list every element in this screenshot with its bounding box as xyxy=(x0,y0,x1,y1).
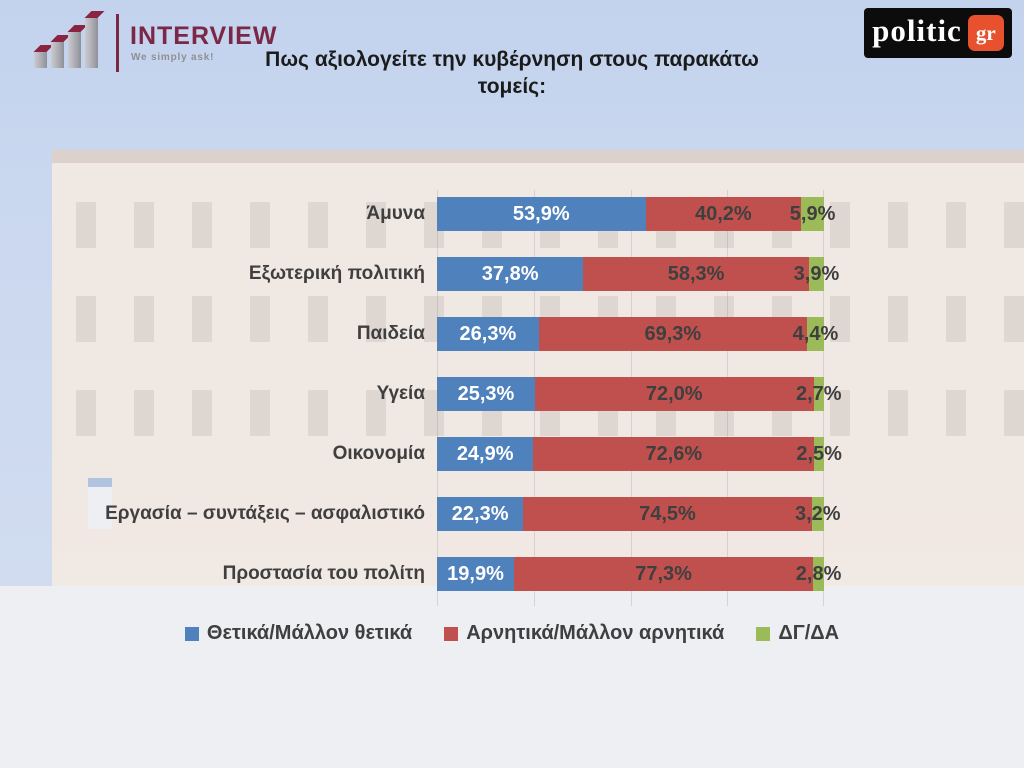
chart-row: Άμυνα 53,9% 40,2% 5,9% xyxy=(0,184,1024,244)
guard-box xyxy=(88,478,112,529)
bar-value-label: 2,7% xyxy=(795,382,842,405)
politic-logo-gr-badge: gr xyxy=(967,15,1004,51)
bar-segment-positive: 24,9% xyxy=(437,437,534,471)
bar-value-label: 72,6% xyxy=(645,442,703,465)
bar-value-label: 26,3% xyxy=(459,322,517,345)
legend-item-negative: Αρνητικά/Μάλλον αρνητικά xyxy=(444,622,724,645)
page-title: Πως αξιολογείτε την κυβέρνηση στους παρα… xyxy=(265,48,759,99)
chart-legend: Θετικά/Μάλλον θετικά Αρνητικά/Μάλλον αρν… xyxy=(0,622,1024,645)
bar-value-label: 74,5% xyxy=(639,502,696,525)
bar-segment-dk: 2,7% xyxy=(796,377,842,411)
bar-segment-negative: 40,2% xyxy=(645,197,802,231)
bar-track: 53,9% 40,2% 5,9% xyxy=(437,197,835,231)
bar-segment-positive: 53,9% xyxy=(437,197,646,231)
bar-segment-positive: 37,8% xyxy=(437,257,584,291)
bar-value-label: 5,9% xyxy=(789,202,836,225)
bar-segment-negative: 72,6% xyxy=(533,437,815,471)
legend-item-dk: ΔΓ/ΔΑ xyxy=(756,622,839,645)
politic-gr-logo: politic gr xyxy=(864,8,1012,58)
bar-value-label: 3,2% xyxy=(795,502,841,525)
legend-swatch-negative xyxy=(444,626,459,641)
bar-track: 19,9% 77,3% 2,8% xyxy=(437,557,841,591)
bar-segment-dk: 2,8% xyxy=(796,557,841,591)
chart-row: Εξωτερική πολιτική 37,8% 58,3% 3,9% xyxy=(0,244,1024,304)
building-cornice xyxy=(52,150,1024,163)
bar-value-label: 53,9% xyxy=(512,202,570,225)
bar-segment-dk: 5,9% xyxy=(790,197,835,231)
interview-logo: INTERVIEW We simply ask! xyxy=(30,10,276,76)
chart-row: Παιδεία 26,3% 69,3% 4,4% xyxy=(0,304,1024,364)
chart-row: Εργασία – συντάξεις – ασφαλιστικό 22,3% 74… xyxy=(0,484,1024,544)
chart-row: Προστασία του πολίτη 19,9% 77,3% 2,8% xyxy=(0,544,1024,604)
bar-segment-positive: 22,3% xyxy=(437,497,524,531)
stacked-bar-chart: Άμυνα 53,9% 40,2% 5,9% Εξωτερική πολιτική 37,… xyxy=(0,184,1024,604)
bar-value-label: 37,8% xyxy=(481,262,539,285)
legend-item-positive: Θετικά/Μάλλον θετικά xyxy=(184,622,412,645)
category-label: Άμυνα xyxy=(366,203,425,224)
category-label: Υγεία xyxy=(376,383,425,404)
logo-divider xyxy=(116,14,119,72)
bar-value-label: 2,8% xyxy=(795,562,842,585)
bar-segment-positive: 19,9% xyxy=(437,557,514,591)
background-plaza xyxy=(0,586,1024,768)
bar-value-label: 72,0% xyxy=(645,382,703,405)
legend-swatch-positive xyxy=(184,626,199,641)
bar-track: 37,8% 58,3% 3,9% xyxy=(437,257,839,291)
bar-value-label: 2,5% xyxy=(796,442,842,465)
bar-segment-positive: 26,3% xyxy=(437,317,539,351)
legend-swatch-dk xyxy=(756,626,771,641)
bar-value-label: 3,9% xyxy=(793,262,840,285)
bar-value-label: 24,9% xyxy=(456,442,514,465)
bar-value-label: 40,2% xyxy=(695,202,752,225)
category-label: Παιδεία xyxy=(356,323,425,344)
interview-logo-tagline: We simply ask! xyxy=(131,52,215,63)
bar-segment-negative: 69,3% xyxy=(538,317,807,351)
chart-row: Υγεία 25,3% 72,0% 2,7% xyxy=(0,364,1024,424)
bar-chart-icon xyxy=(34,10,106,68)
bar-segment-dk: 4,4% xyxy=(793,317,838,351)
bar-track: 26,3% 69,3% 4,4% xyxy=(437,317,838,351)
bar-value-label: 58,3% xyxy=(667,262,725,285)
bar-value-label: 69,3% xyxy=(644,322,702,345)
bar-value-label: 77,3% xyxy=(635,562,692,585)
bar-track: 22,3% 74,5% 3,2% xyxy=(437,497,841,531)
bar-segment-positive: 25,3% xyxy=(437,377,535,411)
category-label: Προστασία του πολίτη xyxy=(222,563,425,584)
bar-segment-negative: 74,5% xyxy=(523,497,812,531)
bar-value-label: 4,4% xyxy=(792,322,839,345)
bar-segment-dk: 3,2% xyxy=(795,497,841,531)
bar-segment-negative: 77,3% xyxy=(514,557,814,591)
category-label: Εξωτερική πολιτική xyxy=(248,263,425,284)
bar-segment-negative: 72,0% xyxy=(534,377,814,411)
category-label: Οικονομία xyxy=(332,443,425,464)
bar-value-label: 25,3% xyxy=(457,382,515,405)
bar-track: 24,9% 72,6% 2,5% xyxy=(437,437,842,471)
chart-row: Οικονομία 24,9% 72,6% 2,5% xyxy=(0,424,1024,484)
category-label: Εργασία – συντάξεις – ασφαλιστικό xyxy=(105,503,425,524)
bar-value-label: 19,9% xyxy=(447,562,504,585)
bar-value-label: 22,3% xyxy=(451,502,509,525)
bar-segment-dk: 3,9% xyxy=(794,257,839,291)
interview-logo-name: INTERVIEW xyxy=(130,22,278,50)
bar-segment-negative: 58,3% xyxy=(583,257,809,291)
bar-segment-dk: 2,5% xyxy=(796,437,842,471)
politic-logo-text: politic xyxy=(872,13,962,48)
bar-track: 25,3% 72,0% 2,7% xyxy=(437,377,842,411)
